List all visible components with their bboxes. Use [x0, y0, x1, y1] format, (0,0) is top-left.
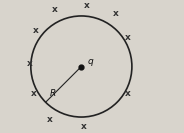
Text: x: x: [125, 33, 131, 42]
Text: x: x: [81, 122, 87, 131]
Text: q: q: [88, 57, 93, 66]
Text: x: x: [52, 5, 58, 14]
Text: R: R: [50, 89, 56, 98]
Text: x: x: [33, 26, 39, 35]
Text: x: x: [47, 115, 52, 124]
Text: x: x: [27, 59, 32, 68]
Text: x: x: [84, 1, 90, 10]
Text: x: x: [125, 89, 131, 98]
Text: x: x: [31, 89, 36, 98]
Text: x: x: [113, 9, 119, 18]
